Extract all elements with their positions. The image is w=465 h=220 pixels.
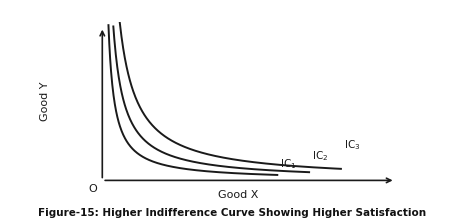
Text: IC$_2$: IC$_2$ [312,149,329,163]
Text: IC$_1$: IC$_1$ [280,158,297,171]
Text: Good Y: Good Y [40,81,50,121]
Text: O: O [88,184,97,194]
Text: Figure-15: Higher Indifference Curve Showing Higher Satisfaction: Figure-15: Higher Indifference Curve Sho… [39,208,426,218]
Text: IC$_3$: IC$_3$ [344,138,360,152]
Text: Good X: Good X [218,190,259,200]
